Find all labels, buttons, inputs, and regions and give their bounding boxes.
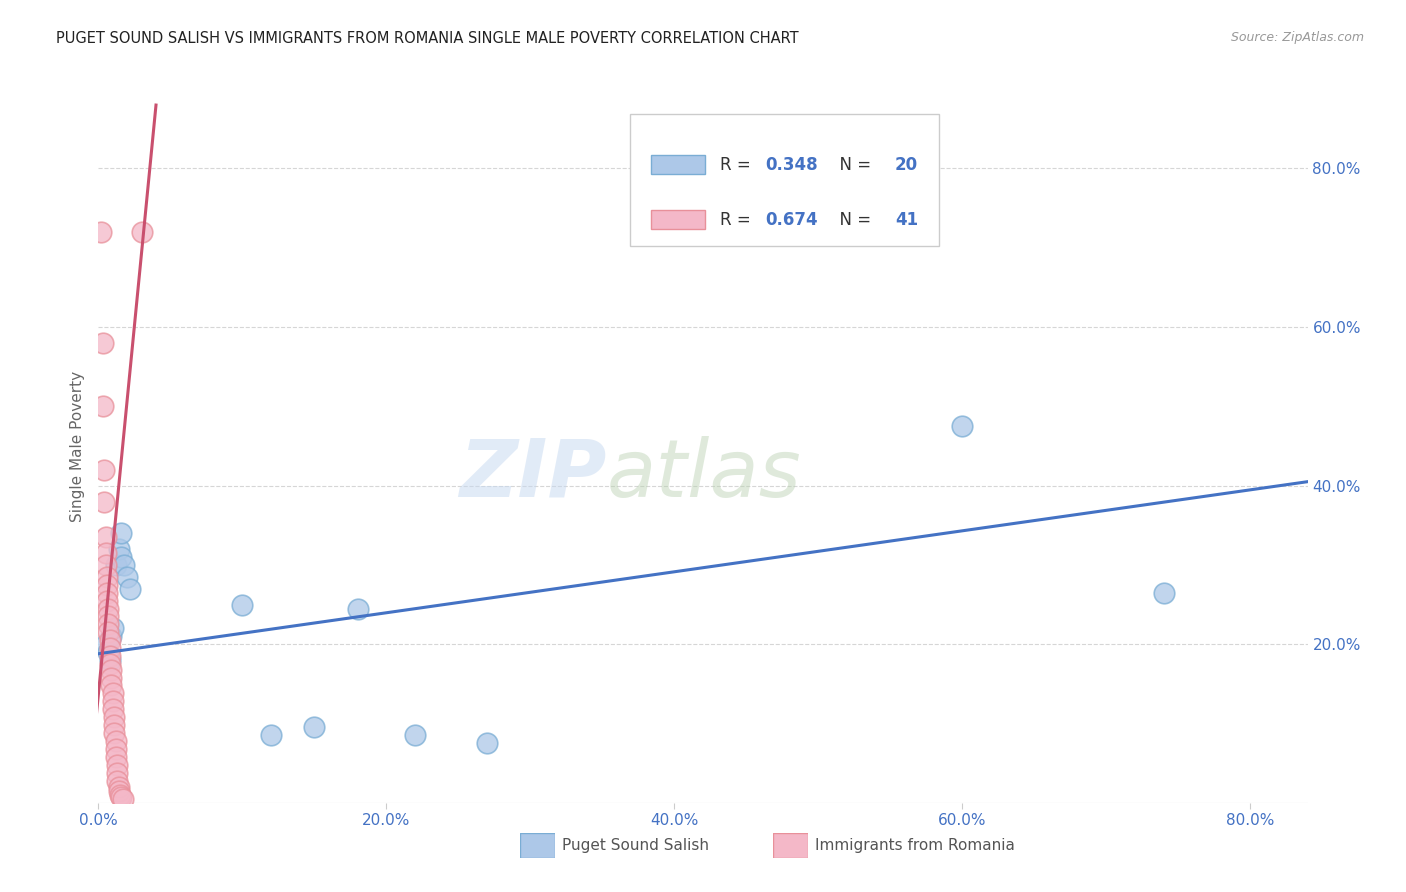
Point <box>101 686 124 700</box>
Point <box>91 335 114 350</box>
Point <box>107 780 129 794</box>
Text: R =: R = <box>720 211 755 229</box>
Point <box>120 582 142 596</box>
Point <box>101 702 124 716</box>
Point <box>98 653 121 667</box>
Point <box>105 757 128 772</box>
Point <box>103 710 125 724</box>
Point <box>104 734 127 748</box>
Point <box>98 657 121 671</box>
Text: 0.348: 0.348 <box>766 156 818 174</box>
Text: ZIP: ZIP <box>458 435 606 514</box>
FancyBboxPatch shape <box>520 833 555 858</box>
Point <box>111 792 134 806</box>
Point <box>97 625 120 640</box>
Point <box>96 570 118 584</box>
Point <box>115 570 138 584</box>
Text: atlas: atlas <box>606 435 801 514</box>
Point <box>98 649 121 664</box>
Point <box>105 765 128 780</box>
Point <box>93 463 115 477</box>
Point <box>103 726 125 740</box>
Point <box>1153 585 1175 599</box>
Point <box>96 578 118 592</box>
Point <box>110 549 132 564</box>
Point <box>97 601 120 615</box>
Text: 41: 41 <box>896 211 918 229</box>
Point <box>112 558 135 572</box>
Point <box>98 641 121 656</box>
Point <box>100 663 122 677</box>
Point <box>96 585 118 599</box>
Point <box>94 558 117 572</box>
Point <box>105 773 128 788</box>
Point <box>91 400 114 414</box>
Text: 0.674: 0.674 <box>766 211 818 229</box>
Text: Puget Sound Salish: Puget Sound Salish <box>562 838 710 853</box>
FancyBboxPatch shape <box>630 114 939 246</box>
Point <box>131 225 153 239</box>
Point <box>97 617 120 632</box>
Point <box>110 526 132 541</box>
Point <box>104 742 127 756</box>
Point <box>475 736 498 750</box>
Point <box>104 558 127 572</box>
Point <box>100 671 122 685</box>
Point <box>94 530 117 544</box>
Text: N =: N = <box>828 211 876 229</box>
FancyBboxPatch shape <box>773 833 808 858</box>
Point <box>108 788 131 802</box>
Text: PUGET SOUND SALISH VS IMMIGRANTS FROM ROMANIA SINGLE MALE POVERTY CORRELATION CH: PUGET SOUND SALISH VS IMMIGRANTS FROM RO… <box>56 31 799 46</box>
Point <box>107 784 129 798</box>
Point <box>110 790 132 805</box>
Point <box>104 749 127 764</box>
Text: 20: 20 <box>896 156 918 174</box>
Point <box>94 546 117 560</box>
Point <box>100 629 122 643</box>
Point <box>346 601 368 615</box>
Point <box>96 593 118 607</box>
Point <box>90 225 112 239</box>
Point <box>107 542 129 557</box>
Point <box>94 637 117 651</box>
Point <box>97 645 120 659</box>
Text: N =: N = <box>828 156 876 174</box>
FancyBboxPatch shape <box>651 210 706 229</box>
Text: R =: R = <box>720 156 755 174</box>
Point <box>101 621 124 635</box>
Point <box>404 728 426 742</box>
Point <box>101 694 124 708</box>
Text: Immigrants from Romania: Immigrants from Romania <box>815 838 1015 853</box>
Text: Source: ZipAtlas.com: Source: ZipAtlas.com <box>1230 31 1364 45</box>
Point <box>231 598 253 612</box>
FancyBboxPatch shape <box>651 155 706 174</box>
Y-axis label: Single Male Poverty: Single Male Poverty <box>70 370 86 522</box>
Point <box>103 718 125 732</box>
Point <box>93 494 115 508</box>
Point <box>950 419 973 434</box>
Point <box>260 728 283 742</box>
Point <box>304 721 326 735</box>
Point <box>97 609 120 624</box>
Point <box>98 633 121 648</box>
Point <box>100 678 122 692</box>
